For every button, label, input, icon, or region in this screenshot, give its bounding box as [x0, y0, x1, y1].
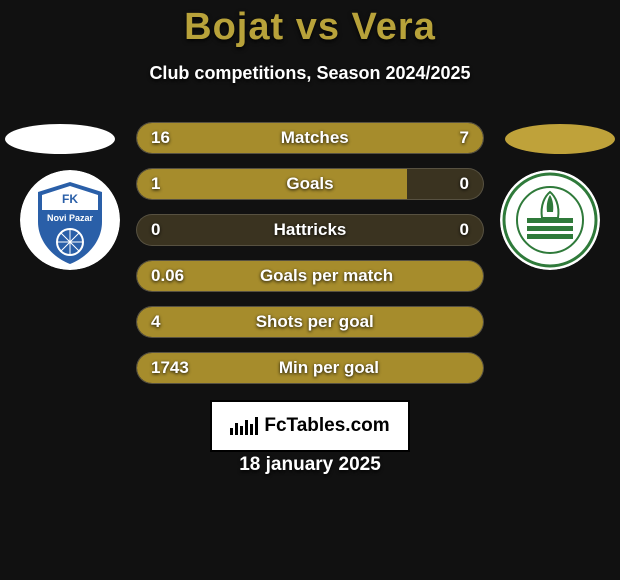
stat-value-left: 1	[137, 174, 160, 194]
right-ellipse	[505, 124, 615, 154]
stat-row: 0Hattricks0	[136, 214, 484, 246]
stat-value-right: 0	[460, 220, 483, 240]
stat-row: 1Goals0	[136, 168, 484, 200]
left-team-crest: FK Novi Pazar	[20, 170, 120, 270]
crest-text-bottom: Novi Pazar	[47, 213, 94, 223]
fctables-label: FcTables.com	[264, 415, 389, 437]
stat-value-left: 16	[137, 128, 170, 148]
date-text: 18 january 2025	[0, 454, 620, 476]
left-ellipse	[5, 124, 115, 154]
right-team-crest	[500, 170, 600, 270]
stat-value-right: 7	[460, 128, 483, 148]
page-title: Bojat vs Vera	[0, 0, 620, 49]
stat-row: 16Matches7	[136, 122, 484, 154]
stat-value-left: 0.06	[137, 266, 184, 286]
crest-text-top: FK	[62, 192, 78, 206]
stat-value-right: 0	[460, 174, 483, 194]
stat-label: Matches	[170, 128, 460, 148]
stat-row: 1743Min per goal	[136, 352, 484, 384]
stat-label: Shots per goal	[160, 312, 469, 332]
fctables-badge: FcTables.com	[210, 400, 410, 452]
stat-row: 4Shots per goal	[136, 306, 484, 338]
stat-value-left: 4	[137, 312, 160, 332]
stat-label: Goals	[160, 174, 459, 194]
stat-value-left: 0	[137, 220, 160, 240]
club-badge-icon	[500, 170, 600, 270]
stat-label: Min per goal	[189, 358, 469, 378]
stat-label: Hattricks	[160, 220, 459, 240]
subtitle: Club competitions, Season 2024/2025	[0, 63, 620, 84]
stat-label: Goals per match	[184, 266, 469, 286]
stats-container: 16Matches71Goals00Hattricks00.06Goals pe…	[136, 122, 484, 384]
stat-value-left: 1743	[137, 358, 189, 378]
bar-chart-icon	[230, 417, 258, 435]
stat-row: 0.06Goals per match	[136, 260, 484, 292]
shield-icon: FK Novi Pazar	[20, 170, 120, 270]
